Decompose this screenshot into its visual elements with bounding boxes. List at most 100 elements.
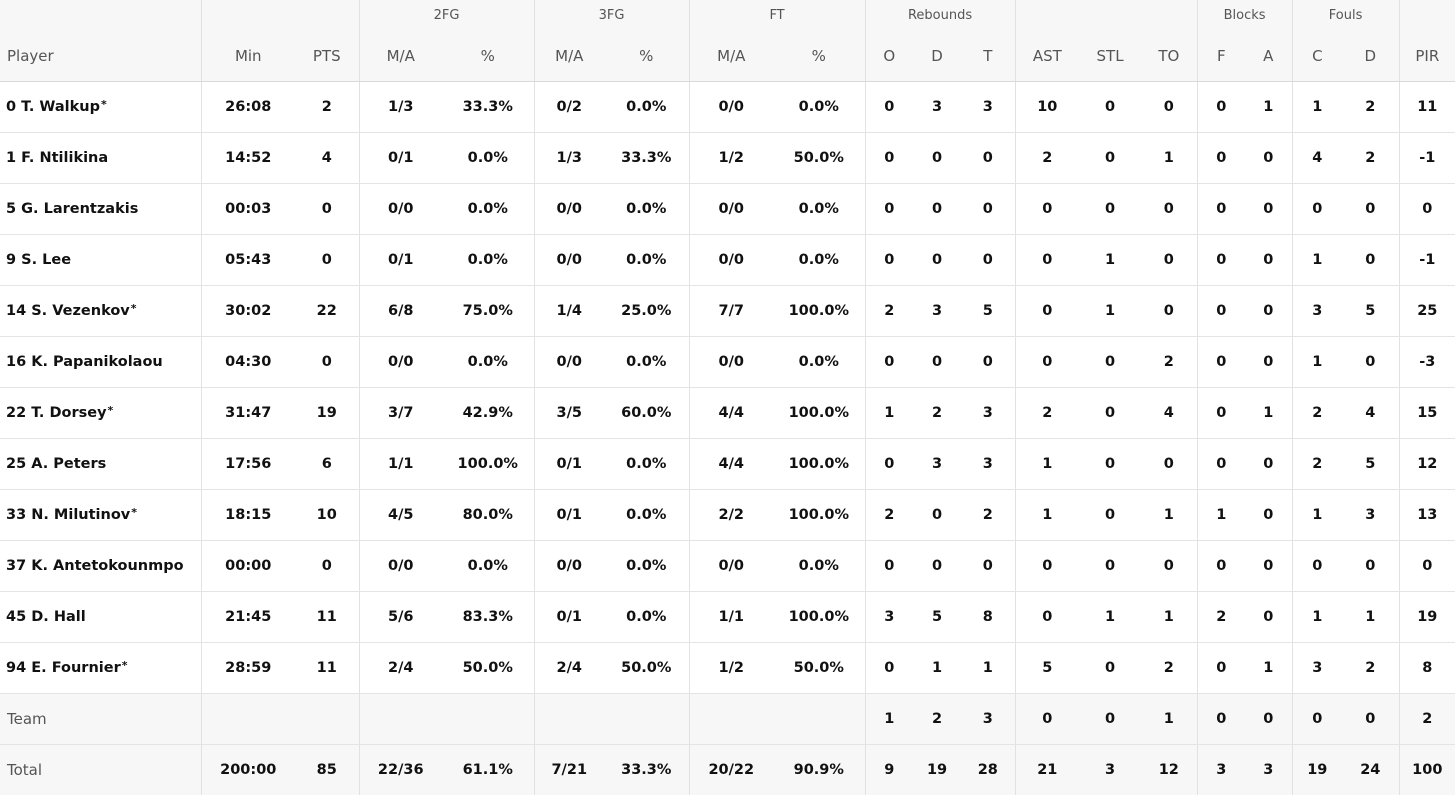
stat-blk-a: 0 <box>1245 490 1292 541</box>
stat-to: 0 <box>1141 286 1197 337</box>
stat-foul-c: 2 <box>1292 388 1342 439</box>
column-header-reb-o[interactable]: O <box>865 31 913 82</box>
stat-fg3-ma: 7/21 <box>534 745 604 795</box>
player-name[interactable]: 1 F. Ntilikina <box>6 150 108 166</box>
player-name[interactable]: 94 E. Fournier <box>6 660 121 676</box>
column-header-3fg-pct[interactable]: % <box>604 31 689 82</box>
stat-fg2-ma: 0/0 <box>359 337 442 388</box>
stat-ft-pct: 0.0% <box>773 184 865 235</box>
column-header-blk-f[interactable]: F <box>1197 31 1245 82</box>
stat-foul-d: 0 <box>1342 694 1399 745</box>
player-name[interactable]: 22 T. Dorsey <box>6 405 107 421</box>
stat-fg3-pct: 0.0% <box>604 541 689 592</box>
stat-ft-pct: 0.0% <box>773 82 865 133</box>
stat-ft-ma <box>689 694 773 745</box>
column-header-ast[interactable]: AST <box>1015 31 1079 82</box>
stat-foul-c: 1 <box>1292 592 1342 643</box>
player-name[interactable]: 9 S. Lee <box>6 252 71 268</box>
group-header-ft: FT <box>689 0 865 31</box>
stat-fg3-pct: 0.0% <box>604 235 689 286</box>
starter-mark: * <box>101 98 107 111</box>
column-header-2fg-ma[interactable]: M/A <box>359 31 442 82</box>
stat-foul-c: 1 <box>1292 82 1342 133</box>
stat-to: 0 <box>1141 82 1197 133</box>
stat-blk-f: 0 <box>1197 337 1245 388</box>
stat-min: 17:56 <box>201 439 295 490</box>
player-name[interactable]: 25 A. Peters <box>6 456 106 472</box>
stat-blk-f: 1 <box>1197 490 1245 541</box>
column-header-player[interactable]: Player <box>0 31 201 82</box>
group-header-rebounds: Rebounds <box>865 0 1015 31</box>
player-cell: Total <box>0 745 201 795</box>
stat-pir: 12 <box>1399 439 1455 490</box>
stat-fg2-ma: 0/0 <box>359 184 442 235</box>
stat-foul-c: 1 <box>1292 235 1342 286</box>
column-header-stl[interactable]: STL <box>1079 31 1141 82</box>
stat-fg2-pct: 0.0% <box>442 235 534 286</box>
stat-reb-d: 0 <box>913 133 961 184</box>
stat-fg3-ma: 0/0 <box>534 337 604 388</box>
stat-pir: 15 <box>1399 388 1455 439</box>
stat-pir: 2 <box>1399 694 1455 745</box>
stat-pts: 2 <box>295 82 359 133</box>
player-cell: 0 T. Walkup* <box>0 82 201 133</box>
stat-pts <box>295 694 359 745</box>
column-header-pts[interactable]: PTS <box>295 31 359 82</box>
stat-stl: 0 <box>1079 643 1141 694</box>
stat-fg3-pct: 0.0% <box>604 439 689 490</box>
stat-fg2-pct: 0.0% <box>442 133 534 184</box>
stat-reb-t: 2 <box>961 490 1015 541</box>
stat-reb-d: 0 <box>913 541 961 592</box>
stat-blk-f: 0 <box>1197 133 1245 184</box>
player-name[interactable]: 33 N. Milutinov <box>6 507 130 523</box>
stat-pts: 4 <box>295 133 359 184</box>
stat-foul-d: 4 <box>1342 388 1399 439</box>
column-header-min[interactable]: Min <box>201 31 295 82</box>
column-header-3fg-ma[interactable]: M/A <box>534 31 604 82</box>
stat-pts: 11 <box>295 592 359 643</box>
stat-min: 00:00 <box>201 541 295 592</box>
column-header-pir[interactable]: PIR <box>1399 31 1455 82</box>
stat-reb-d: 0 <box>913 235 961 286</box>
column-header-ft-pct[interactable]: % <box>773 31 865 82</box>
stat-min: 04:30 <box>201 337 295 388</box>
column-header-reb-d[interactable]: D <box>913 31 961 82</box>
column-header-row: Player Min PTS M/A % M/A % M/A % O D T A… <box>0 31 1455 82</box>
stat-reb-d: 3 <box>913 439 961 490</box>
stat-reb-o: 0 <box>865 82 913 133</box>
column-header-blk-a[interactable]: A <box>1245 31 1292 82</box>
stat-reb-d: 0 <box>913 184 961 235</box>
column-header-foul-d[interactable]: D <box>1342 31 1399 82</box>
stat-foul-d: 24 <box>1342 745 1399 795</box>
player-name[interactable]: 14 S. Vezenkov <box>6 303 130 319</box>
stat-reb-o: 1 <box>865 388 913 439</box>
column-header-2fg-pct[interactable]: % <box>442 31 534 82</box>
stat-reb-o: 2 <box>865 286 913 337</box>
stat-fg3-pct: 0.0% <box>604 184 689 235</box>
stat-reb-t: 0 <box>961 337 1015 388</box>
column-header-to[interactable]: TO <box>1141 31 1197 82</box>
player-name[interactable]: 16 K. Papanikolaou <box>6 354 163 370</box>
player-name[interactable]: 0 T. Walkup <box>6 99 100 115</box>
stat-pts: 10 <box>295 490 359 541</box>
player-name[interactable]: 37 K. Antetokounmpo <box>6 558 184 574</box>
stat-ast: 2 <box>1015 388 1079 439</box>
stat-to: 0 <box>1141 184 1197 235</box>
stat-ast: 0 <box>1015 337 1079 388</box>
stat-min: 30:02 <box>201 286 295 337</box>
player-name[interactable]: 5 G. Larentzakis <box>6 201 138 217</box>
player-name[interactable]: 45 D. Hall <box>6 609 86 625</box>
stat-reb-o: 2 <box>865 490 913 541</box>
stat-ft-pct: 100.0% <box>773 388 865 439</box>
column-header-foul-c[interactable]: C <box>1292 31 1342 82</box>
stat-fg3-ma <box>534 694 604 745</box>
stat-fg3-pct: 50.0% <box>604 643 689 694</box>
stat-stl: 0 <box>1079 82 1141 133</box>
column-header-ft-ma[interactable]: M/A <box>689 31 773 82</box>
column-header-reb-t[interactable]: T <box>961 31 1015 82</box>
